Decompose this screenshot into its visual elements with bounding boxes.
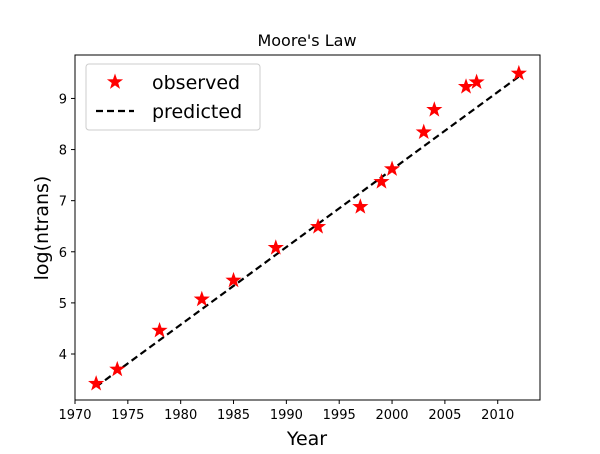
y-tick-label: 5 — [59, 297, 67, 312]
observed-point — [415, 123, 432, 140]
observed-point — [109, 360, 126, 377]
x-tick-label: 2005 — [428, 408, 461, 423]
legend-star-glyph — [106, 73, 124, 89]
x-tick-label: 1985 — [217, 408, 250, 423]
x-tick-label: 2000 — [375, 408, 408, 423]
y-tick-label: 7 — [59, 195, 67, 210]
legend-label-observed: observed — [152, 72, 240, 94]
observed-point — [468, 73, 485, 89]
y-tick-label: 4 — [59, 348, 67, 363]
x-tick-label: 1970 — [58, 408, 91, 423]
legend-star-marker — [106, 73, 124, 89]
observed-point — [426, 101, 443, 117]
plot-frame — [74, 54, 541, 401]
observed-point — [510, 64, 527, 81]
observed-point — [309, 218, 327, 234]
observed-point — [151, 321, 168, 338]
observed-point — [457, 78, 475, 94]
legend-box — [85, 63, 261, 131]
observed-point — [88, 375, 105, 391]
y-tick-label: 8 — [59, 144, 67, 159]
x-tick-label: 2010 — [481, 408, 514, 423]
x-tick-label: 1990 — [270, 408, 303, 423]
y-tick-label: 9 — [59, 92, 67, 107]
x-tick-label: 1995 — [323, 408, 356, 423]
chart-title: Moore's Law — [257, 31, 356, 50]
axis-ticks: 1970 1975 1980 1985 1990 1995 2000 2005 2010 4 5 6 7… — [58, 92, 514, 423]
observed-point — [383, 160, 401, 176]
y-tick-label: 6 — [59, 246, 67, 261]
observed-point — [373, 173, 390, 189]
observed-point — [352, 198, 369, 214]
x-axis-label: Year — [286, 428, 327, 450]
x-tick-label: 1980 — [164, 408, 197, 423]
observed-point — [225, 271, 242, 288]
plot-area — [88, 64, 527, 391]
legend: observed predicted — [85, 63, 261, 131]
observed-point — [267, 239, 284, 255]
y-axis-label: log(ntrans) — [31, 176, 53, 281]
x-tick-label: 1975 — [111, 408, 144, 423]
legend-label-predicted: predicted — [152, 101, 242, 123]
observed-point — [193, 290, 210, 307]
